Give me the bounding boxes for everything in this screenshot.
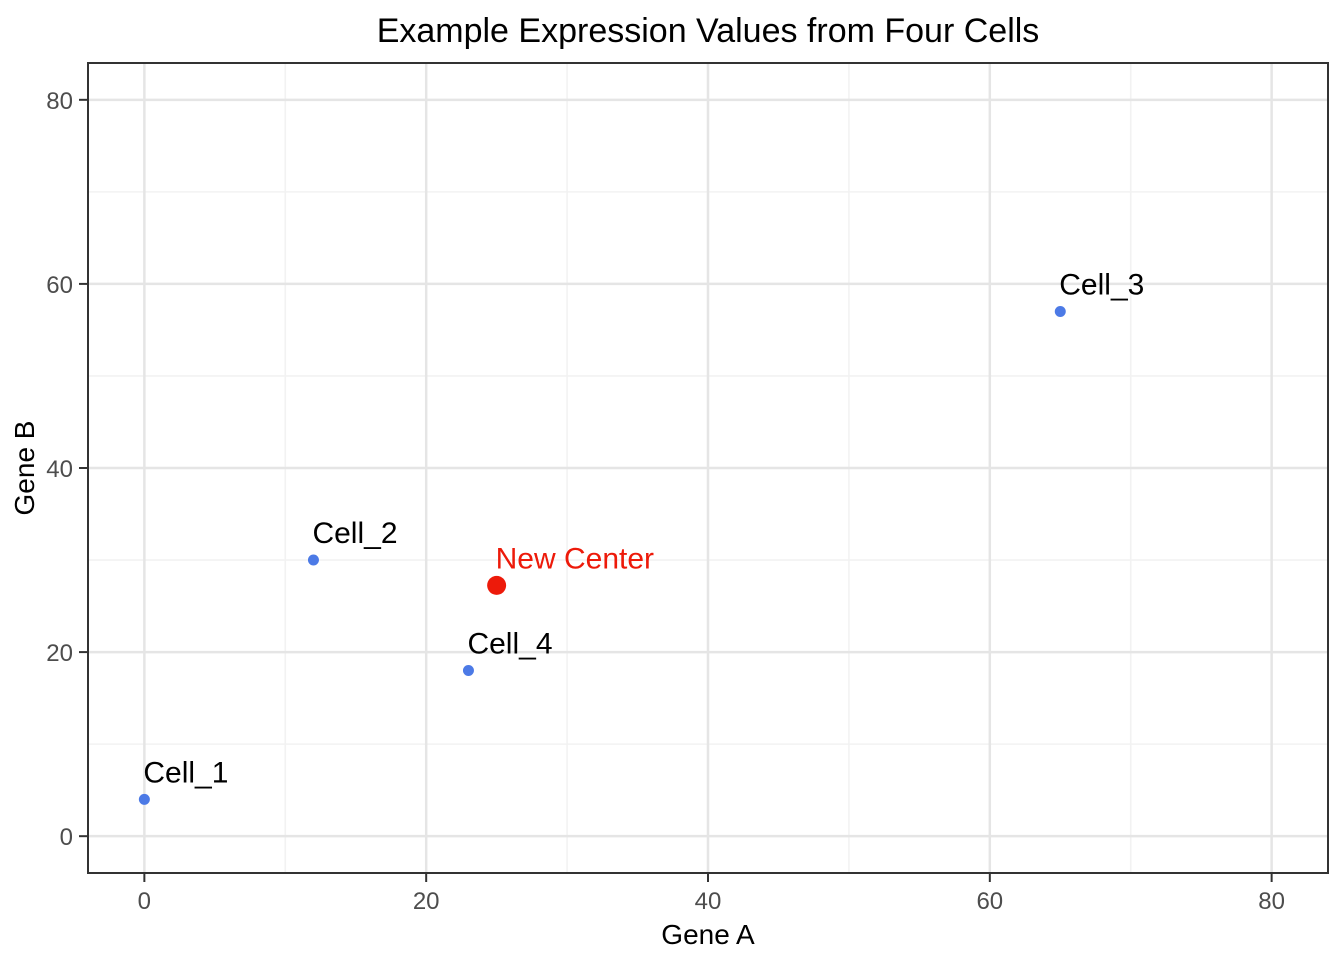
data-points — [138, 306, 1066, 805]
point-label-new-center: New Center — [496, 542, 654, 575]
x-tick-label: 80 — [1258, 888, 1285, 915]
y-axis-title: Gene B — [9, 421, 40, 516]
point-labels: Cell_1 Cell_2 Cell_3 Cell_4 New Center — [143, 269, 1144, 790]
point-label-cell-2: Cell_2 — [312, 517, 397, 550]
data-point-new-center — [487, 575, 507, 595]
x-tick-label: 0 — [138, 888, 151, 915]
axis-ticks: 0 20 40 60 80 0 20 40 60 80 — [46, 88, 1285, 915]
point-label-cell-1: Cell_1 — [143, 756, 228, 789]
y-tick-label: 80 — [46, 88, 73, 115]
x-tick-label: 60 — [976, 888, 1003, 915]
data-point-cell-1 — [138, 793, 150, 805]
data-point-cell-4 — [462, 665, 474, 676]
y-tick-label: 20 — [46, 640, 73, 667]
point-label-cell-4: Cell_4 — [467, 628, 552, 661]
x-axis-title: Gene A — [661, 919, 755, 950]
y-tick-label: 40 — [46, 456, 73, 483]
y-tick-label: 0 — [60, 824, 73, 851]
point-label-cell-3: Cell_3 — [1059, 269, 1144, 302]
major-gridlines — [88, 63, 1328, 873]
data-point-cell-3 — [1054, 306, 1066, 318]
data-point-cell-2 — [307, 554, 319, 566]
x-tick-label: 40 — [695, 888, 722, 915]
y-tick-label: 60 — [46, 272, 73, 299]
x-tick-label: 20 — [413, 888, 440, 915]
chart-title: Example Expression Values from Four Cell… — [377, 12, 1040, 50]
